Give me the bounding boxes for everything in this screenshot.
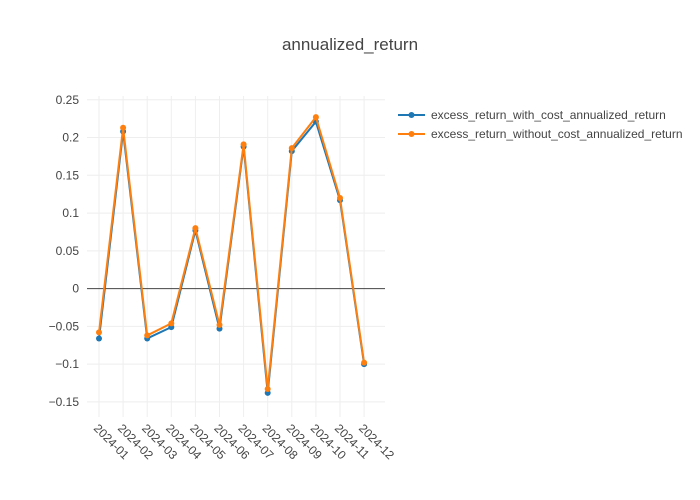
y-tick-label: 0.1 [62,206,79,220]
data-point[interactable] [120,124,127,131]
legend-marker-symbol [408,131,415,137]
legend-item[interactable]: excess_return_with_cost_annualized_retur… [398,108,666,122]
y-tick-label: 0.25 [56,93,80,107]
chart-title: annualized_return [282,35,418,54]
y-tick-label: −0.15 [49,395,80,409]
y-tick-label: 0.2 [62,131,79,145]
data-point[interactable] [144,332,151,339]
y-tick-label: −0.05 [49,319,80,333]
data-point[interactable] [288,145,295,152]
data-point[interactable] [337,194,343,201]
legend-marker-symbol [408,112,415,118]
data-point[interactable] [312,114,319,121]
data-point[interactable] [192,225,199,232]
data-point[interactable] [96,329,102,336]
legend-label: excess_return_with_cost_annualized_retur… [431,108,666,122]
data-point[interactable] [264,386,271,393]
series-layer [96,114,368,396]
y-tick-label: 0.15 [56,168,80,182]
series-line-2[interactable] [98,116,366,391]
y-tick-label: 0 [72,282,79,296]
grid-lines [87,96,385,417]
data-point[interactable] [240,141,247,148]
data-point[interactable] [216,321,223,328]
y-tick-label: −0.1 [55,357,79,371]
tick-labels: 0.250.20.150.10.050−0.05−0.1−0.152024-01… [49,93,398,463]
legend[interactable]: excess_return_with_cost_annualized_retur… [398,108,683,141]
legend-item[interactable]: excess_return_without_cost_annualized_re… [398,127,683,141]
data-point[interactable] [96,335,102,342]
data-point[interactable] [361,359,368,366]
data-point[interactable] [168,320,175,327]
y-tick-label: 0.05 [56,244,80,258]
legend-label: excess_return_without_cost_annualized_re… [431,127,683,141]
